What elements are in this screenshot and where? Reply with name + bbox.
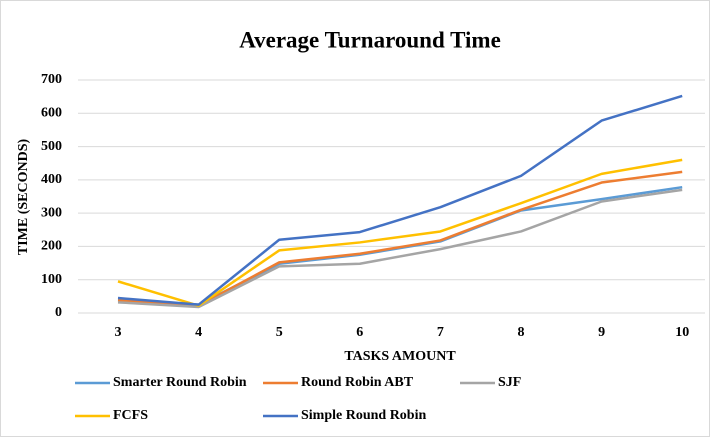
legend-label: FCFS bbox=[113, 408, 148, 423]
y-tick-label: 200 bbox=[41, 239, 62, 254]
y-tick-label: 500 bbox=[41, 139, 62, 154]
x-tick-label: 6 bbox=[356, 325, 363, 340]
x-tick-label: 4 bbox=[195, 325, 202, 340]
y-tick-label: 400 bbox=[41, 172, 62, 187]
y-tick-label: 100 bbox=[41, 272, 62, 287]
y-tick-label: 300 bbox=[41, 205, 62, 220]
series-line bbox=[117, 188, 683, 309]
legend-label: Round Robin ABT bbox=[301, 375, 414, 390]
chart-title: Average Turnaround Time bbox=[239, 27, 501, 52]
x-tick-label: 8 bbox=[518, 325, 525, 340]
x-tick-label: 9 bbox=[598, 325, 605, 340]
y-axis-label: TIME (SECONDS) bbox=[16, 139, 31, 256]
y-tick-label: 700 bbox=[41, 72, 62, 87]
legend-label: Smarter Round Robin bbox=[113, 375, 247, 390]
series-line bbox=[117, 170, 683, 307]
x-tick-label: 10 bbox=[675, 325, 689, 340]
x-tick-label: 5 bbox=[276, 325, 283, 340]
series-line bbox=[117, 94, 683, 306]
x-tick-label: 7 bbox=[437, 325, 444, 340]
legend-label: Simple Round Robin bbox=[301, 408, 426, 423]
y-tick-label: 0 bbox=[55, 305, 62, 320]
x-tick-label: 3 bbox=[115, 325, 122, 340]
series-line bbox=[117, 158, 683, 307]
legend-label: SJF bbox=[498, 375, 521, 390]
x-axis-label: TASKS AMOUNT bbox=[344, 349, 456, 364]
y-tick-label: 600 bbox=[41, 106, 62, 121]
